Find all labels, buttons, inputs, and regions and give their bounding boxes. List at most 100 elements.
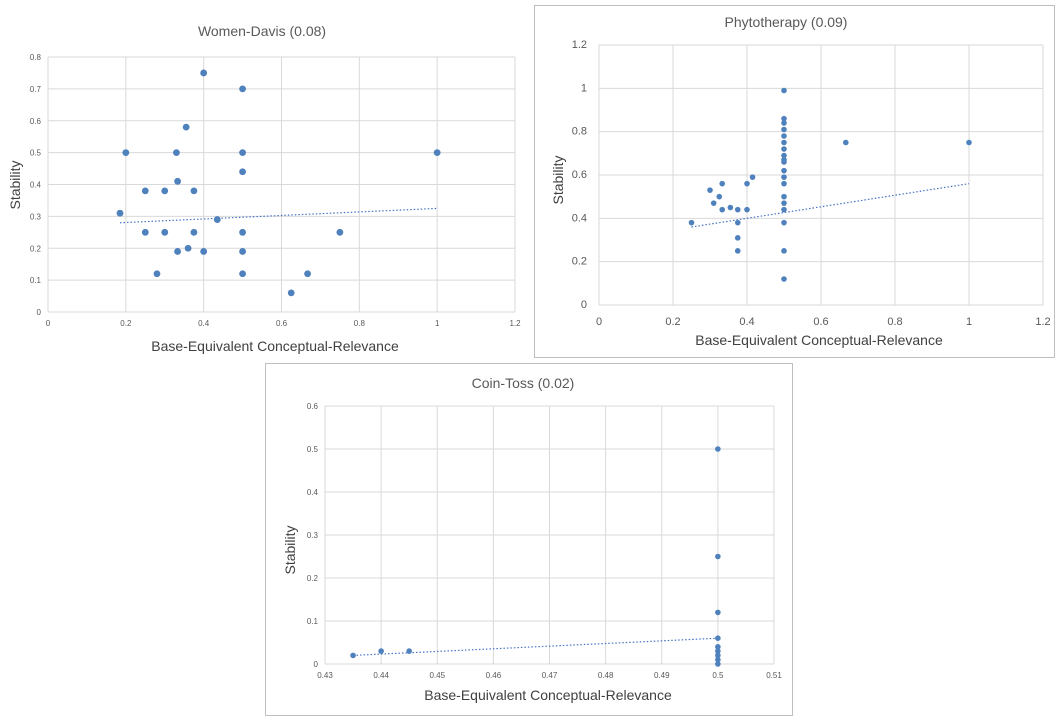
- data-point: [406, 648, 412, 654]
- data-point: [715, 644, 721, 650]
- x-tick-label: 0.48: [598, 671, 614, 680]
- x-axis-title: Base-Equivalent Conceptual-Relevance: [424, 687, 672, 703]
- data-point: [378, 648, 384, 654]
- trendline: [119, 207, 438, 224]
- plot-area: 0 0.2 0.4 0.6 0.8 1 1.2 0 0.1 0.2 0.3 0.4 0.5 0.6 0.7 0…: [30, 53, 521, 328]
- data-point: [174, 177, 181, 185]
- y-tick-label: 0.2: [307, 574, 319, 583]
- data-point: [781, 146, 787, 152]
- data-point: [141, 228, 149, 236]
- plot-area: 0 0.2 0.4 0.6 0.8 1 1.2 0 0.2 0.4 0.6 0.8 1 1.2: [572, 39, 1051, 328]
- data-point: [200, 248, 208, 255]
- x-tick-label: 0.2: [120, 319, 132, 328]
- x-tick-label: 0.43: [317, 671, 333, 680]
- x-tick-label: 0.46: [486, 671, 502, 680]
- data-point: [161, 228, 169, 236]
- data-point: [239, 149, 246, 157]
- data-point: [744, 180, 750, 187]
- data-point: [715, 648, 721, 654]
- plot-area: 0.43 0.44 0.45 0.46 0.47 0.48 0.49 0.5 0.51 0 0.1 0…: [307, 402, 782, 680]
- y-tick-label: 0.6: [307, 402, 319, 411]
- x-tick-label: 0.49: [654, 671, 670, 680]
- data-point: [239, 85, 246, 93]
- x-tick-label: 0.8: [887, 316, 902, 328]
- x-axis-title: Base-Equivalent Conceptual-Relevance: [695, 332, 943, 348]
- chart-title: Coin-Toss (0.02): [472, 375, 575, 391]
- y-tick-label: 0.4: [307, 488, 319, 497]
- data-point: [734, 248, 741, 254]
- y-tick-label: 0.1: [30, 276, 42, 285]
- y-axis-title: Stability: [282, 525, 298, 574]
- y-tick-label: 0.7: [30, 85, 42, 94]
- x-axis-title: Base-Equivalent Conceptual-Relevance: [151, 338, 399, 354]
- x-tick-label: 0.5: [712, 671, 724, 680]
- data-point: [715, 635, 721, 641]
- data-point: [781, 174, 787, 180]
- y-tick-label: 0.8: [30, 53, 42, 62]
- x-tick-label: 1: [435, 319, 440, 328]
- data-point: [781, 167, 787, 174]
- data-point: [749, 174, 756, 180]
- data-point: [966, 139, 972, 146]
- data-point: [190, 228, 198, 236]
- data-point: [174, 248, 181, 255]
- y-tick-label: 1.2: [572, 39, 587, 51]
- y-tick-label: 1: [581, 82, 587, 94]
- data-point: [239, 248, 246, 255]
- data-point: [116, 209, 124, 217]
- data-point: [336, 228, 344, 236]
- trendline: [353, 637, 718, 656]
- x-tick-label: 0.4: [739, 316, 754, 328]
- data-point: [710, 200, 717, 206]
- data-point: [781, 115, 787, 122]
- chart-title: Women-Davis (0.08): [198, 23, 326, 39]
- data-point: [173, 149, 180, 157]
- data-point: [141, 187, 149, 195]
- y-tick-label: 0.6: [572, 169, 587, 181]
- data-point: [781, 152, 787, 159]
- y-tick-label: 0.4: [572, 212, 587, 224]
- data-point: [715, 446, 721, 452]
- x-tick-label: 0.44: [373, 671, 389, 680]
- data-point: [719, 180, 726, 187]
- y-tick-label: 0.2: [30, 244, 42, 253]
- x-tick-label: 0.4: [198, 319, 210, 328]
- data-point: [161, 187, 169, 195]
- data-point: [781, 180, 787, 187]
- data-point: [707, 187, 713, 193]
- data-point: [781, 139, 787, 146]
- y-tick-label: 0.4: [30, 181, 42, 190]
- data-point: [781, 133, 787, 139]
- data-point: [781, 87, 787, 94]
- data-point: [239, 168, 246, 176]
- data-point: [734, 219, 741, 226]
- x-tick-label: 1.2: [509, 319, 521, 328]
- data-point: [734, 235, 741, 241]
- y-tick-label: 0: [581, 299, 587, 311]
- y-tick-label: 0.3: [30, 212, 42, 221]
- y-tick-label: 0.5: [30, 149, 42, 158]
- x-tick-label: 1: [966, 316, 972, 328]
- y-tick-label: 0: [37, 308, 42, 317]
- chart-women-davis: Women-Davis (0.08) Base-Equivalent Conce…: [0, 0, 530, 360]
- data-point: [781, 248, 787, 254]
- data-point: [744, 206, 750, 213]
- data-point: [781, 126, 787, 133]
- data-point: [184, 244, 192, 252]
- data-point: [781, 159, 787, 165]
- chart-phytotherapy: Phytotherapy (0.09) Base-Equivalent Conc…: [534, 5, 1055, 358]
- chart-coin-toss-svg: Coin-Toss (0.02) Base-Equivalent Concept…: [282, 375, 782, 703]
- trendline: [691, 183, 970, 228]
- y-tick-label: 0: [314, 660, 319, 669]
- x-tick-label: 0.47: [542, 671, 558, 680]
- y-tick-label: 0.1: [307, 617, 319, 626]
- data-point: [734, 206, 741, 213]
- data-point: [719, 206, 726, 213]
- chart-women-davis-svg: Women-Davis (0.08) Base-Equivalent Conce…: [7, 23, 521, 354]
- data-point: [239, 228, 246, 236]
- chart-coin-toss: Coin-Toss (0.02) Base-Equivalent Concept…: [265, 363, 793, 716]
- data-point: [781, 200, 787, 206]
- x-tick-label: 0.2: [665, 316, 680, 328]
- data-point: [122, 149, 130, 157]
- y-tick-label: 0.2: [572, 256, 587, 268]
